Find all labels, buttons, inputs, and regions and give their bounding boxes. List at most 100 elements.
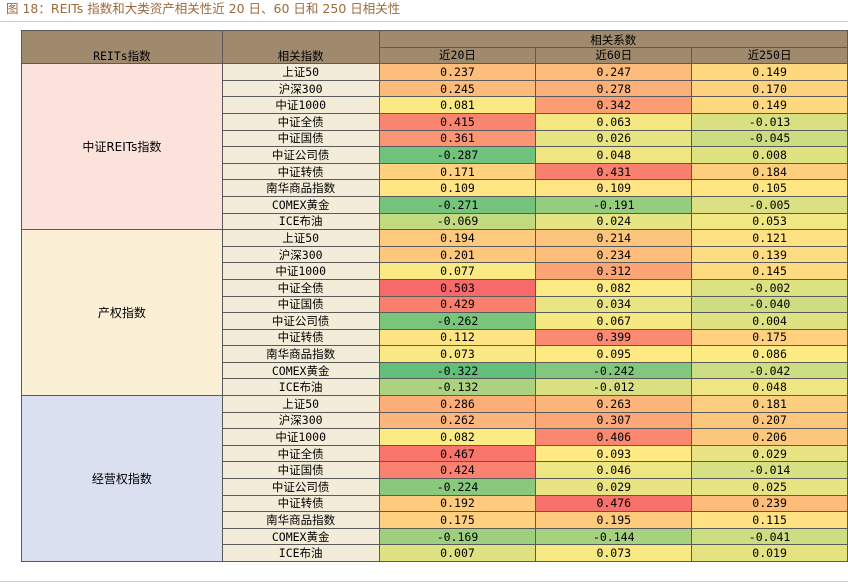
correlation-value-cell: 0.105 [691, 179, 848, 197]
index-name-cell: 中证公司债 [221, 312, 380, 330]
correlation-value-cell: 0.278 [535, 79, 693, 98]
header-period-20d: 近20日 [378, 46, 537, 65]
correlation-value-cell: 0.312 [535, 262, 693, 280]
table-row: 南华商品指数 0.109 0.109 0.105 [22, 179, 848, 197]
table-row: ICE布油 -0.132 -0.012 0.048 [22, 378, 848, 397]
correlation-value-cell: 0.201 [378, 245, 537, 264]
correlation-value-cell: 0.239 [691, 494, 848, 513]
index-name-cell: ICE布油 [221, 544, 380, 562]
index-name-cell: COMEX黄金 [221, 195, 380, 214]
correlation-value-cell: 0.073 [535, 544, 693, 562]
correlation-value-cell: 0.476 [535, 494, 693, 513]
correlation-value-cell: 0.048 [535, 146, 693, 164]
correlation-value-cell: 0.145 [691, 262, 848, 280]
index-name-cell: COMEX黄金 [221, 361, 380, 380]
index-name-cell: 沪深300 [221, 411, 380, 430]
group-label: 经营权指数 [21, 395, 223, 562]
table-row: COMEX黄金 -0.322 -0.242 -0.042 [22, 361, 848, 380]
correlation-value-cell: 0.503 [378, 278, 537, 297]
correlation-value-cell: 0.149 [691, 63, 848, 81]
correlation-value-cell: 0.406 [535, 428, 693, 446]
index-name-cell: 中证转债 [221, 494, 380, 513]
index-name-cell: 南华商品指数 [221, 179, 380, 197]
table-row: 沪深300 0.245 0.278 0.170 [22, 79, 848, 98]
correlation-value-cell: 0.429 [378, 295, 537, 314]
correlation-value-cell: 0.431 [535, 162, 693, 181]
correlation-value-cell: -0.242 [535, 361, 693, 380]
correlation-value-cell: 0.194 [378, 229, 537, 247]
correlation-value-cell: 0.424 [378, 461, 537, 480]
correlation-value-cell: 0.139 [691, 245, 848, 264]
correlation-value-cell: 0.046 [535, 461, 693, 480]
correlation-value-cell: -0.287 [378, 146, 537, 164]
correlation-value-cell: -0.069 [378, 212, 537, 231]
table-row: 产权指数 上证50 0.194 0.214 0.121 [21, 229, 848, 397]
correlation-value-cell: 0.109 [378, 179, 537, 197]
correlation-value-cell: 0.262 [378, 411, 537, 430]
correlation-value-cell: 0.342 [535, 96, 693, 114]
index-name-cell: 中证全债 [221, 444, 380, 463]
correlation-value-cell: -0.041 [691, 527, 848, 546]
header-correlation: 相关系数 [378, 30, 848, 48]
correlation-value-cell: 0.467 [378, 444, 537, 463]
correlation-value-cell: 0.024 [535, 212, 693, 231]
correlation-value-cell: 0.093 [535, 444, 693, 463]
top-rule [0, 21, 848, 22]
correlation-value-cell: 0.192 [378, 494, 537, 513]
index-name-cell: 中证全债 [221, 278, 380, 297]
correlation-value-cell: 0.263 [535, 395, 693, 413]
correlation-value-cell: 0.025 [691, 478, 848, 496]
correlation-value-cell: 0.029 [535, 478, 693, 496]
group-label: 产权指数 [21, 229, 223, 397]
correlation-value-cell: 0.082 [535, 278, 693, 297]
correlation-value-cell: -0.013 [691, 112, 848, 131]
correlation-value-cell: 0.234 [535, 245, 693, 264]
correlation-value-cell: -0.144 [535, 527, 693, 546]
correlation-value-cell: 0.029 [691, 444, 848, 463]
table-row: ICE布油 -0.069 0.024 0.053 [22, 212, 848, 231]
correlation-value-cell: 0.112 [378, 328, 537, 347]
index-name-cell: 中证国债 [221, 461, 380, 480]
correlation-value-cell: 0.181 [691, 395, 848, 413]
table-row: 中证转债 0.192 0.476 0.239 [22, 494, 848, 513]
correlation-value-cell: -0.002 [691, 278, 848, 297]
index-name-cell: ICE布油 [221, 212, 380, 231]
index-name-cell: 中证公司债 [221, 146, 380, 164]
correlation-value-cell: 0.175 [691, 328, 848, 347]
table-row: 中证公司债 -0.224 0.029 0.025 [22, 478, 848, 496]
bottom-rule [0, 581, 848, 582]
table-row: 中证国债 0.424 0.046 -0.014 [22, 461, 848, 480]
correlation-value-cell: 0.086 [691, 345, 848, 363]
correlation-value-cell: 0.171 [378, 162, 537, 181]
correlation-value-cell: 0.237 [378, 63, 537, 81]
table-row: COMEX黄金 -0.271 -0.191 -0.005 [22, 195, 848, 214]
index-name-cell: 上证50 [221, 229, 380, 247]
correlation-value-cell: 0.004 [691, 312, 848, 330]
table-row: 中证1000 0.082 0.406 0.206 [22, 428, 848, 446]
correlation-value-cell: -0.042 [691, 361, 848, 380]
table-row: COMEX黄金 -0.169 -0.144 -0.041 [22, 527, 848, 546]
correlation-value-cell: 0.026 [535, 129, 693, 148]
correlation-value-cell: -0.262 [378, 312, 537, 330]
correlation-value-cell: 0.082 [378, 428, 537, 446]
correlation-value-cell: -0.014 [691, 461, 848, 480]
table-row: 中证公司债 -0.287 0.048 0.008 [22, 146, 848, 164]
group-label: 中证REITs指数 [21, 63, 223, 231]
correlation-value-cell: 0.399 [535, 328, 693, 347]
correlation-value-cell: -0.132 [378, 378, 537, 397]
index-name-cell: 中证公司债 [221, 478, 380, 496]
table-row: 中证转债 0.171 0.431 0.184 [22, 162, 848, 181]
correlation-value-cell: 0.034 [535, 295, 693, 314]
table-row: 南华商品指数 0.175 0.195 0.115 [22, 511, 848, 529]
index-name-cell: 中证1000 [221, 262, 380, 280]
correlation-value-cell: 0.184 [691, 162, 848, 181]
correlation-value-cell: -0.191 [535, 195, 693, 214]
index-name-cell: 上证50 [221, 395, 380, 413]
correlation-value-cell: 0.121 [691, 229, 848, 247]
correlation-value-cell: 0.019 [691, 544, 848, 562]
correlation-value-cell: 0.247 [535, 63, 693, 81]
table-row: 沪深300 0.262 0.307 0.207 [22, 411, 848, 430]
correlation-value-cell: -0.040 [691, 295, 848, 314]
table-row: 中证国债 0.429 0.034 -0.040 [22, 295, 848, 314]
figure-title: 图 18：REITs 指数和大类资产相关性近 20 日、60 日和 250 日相… [6, 1, 401, 16]
